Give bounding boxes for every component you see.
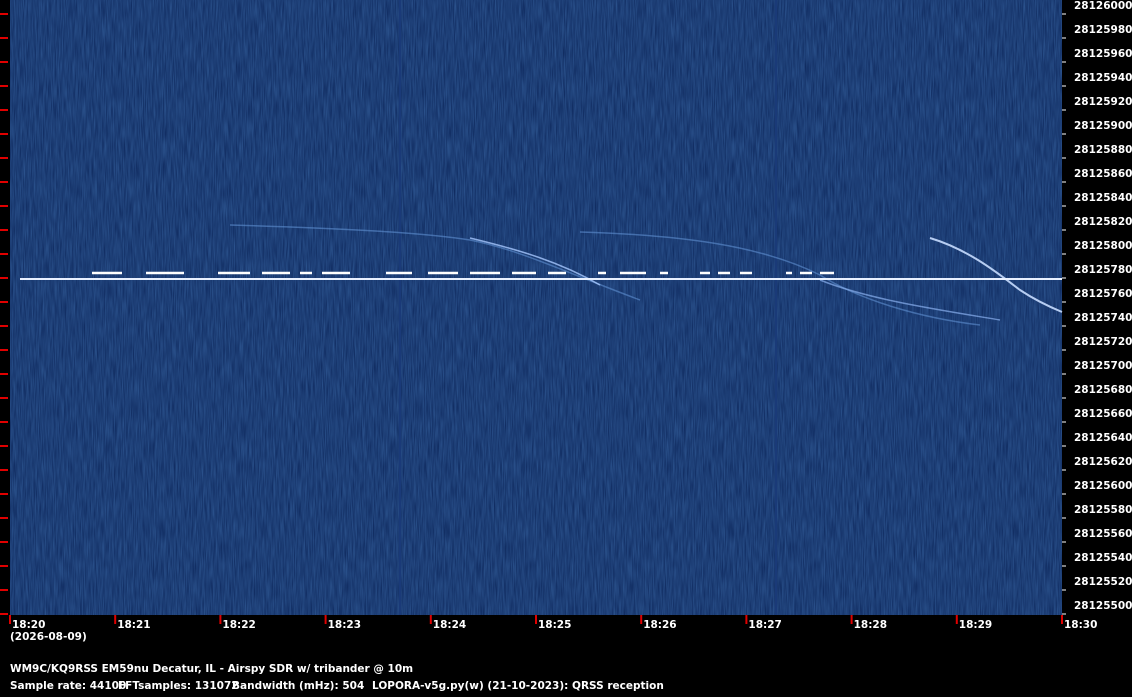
x-tick-label: 18:21: [117, 619, 150, 631]
y-tick-label: 28125560: [1074, 528, 1132, 540]
y-tick-label: 28125640: [1074, 432, 1132, 444]
y-tick-label: 28125960: [1074, 48, 1132, 60]
y-tick-label: 28125600: [1074, 480, 1132, 492]
drift-trace: [229, 224, 641, 301]
y-tick-label: 28125800: [1074, 240, 1132, 252]
x-tick-label: 18:24: [433, 619, 466, 631]
y-tick-label: 28126000: [1074, 0, 1132, 12]
y-tick-label: 28125520: [1074, 576, 1132, 588]
y-tick-label: 28125980: [1074, 24, 1132, 36]
y-tick-label: 28125680: [1074, 384, 1132, 396]
bandwidth: Bandwidth (mHz): 504: [232, 680, 364, 692]
station-label: WM9C/KQ9RSS EM59nu Decatur, IL - Airspy …: [10, 663, 413, 675]
drift-trace: [579, 231, 981, 326]
y-tick-label: 28125500: [1074, 600, 1132, 612]
y-tick-label: 28125760: [1074, 288, 1132, 300]
y-tick-label: 28125820: [1074, 216, 1132, 228]
y-tick-label: 28125900: [1074, 120, 1132, 132]
x-tick-label: 18:30: [1064, 619, 1097, 631]
sample-rate: Sample rate: 44100: [10, 680, 126, 692]
software: LOPORA-v5g.py(w) (21-10-2023): QRSS rece…: [372, 680, 664, 692]
y-tick-label: 28125580: [1074, 504, 1132, 516]
drift-trace: [929, 237, 1063, 313]
y-tick-label: 28125840: [1074, 192, 1132, 204]
y-tick-label: 28125740: [1074, 312, 1132, 324]
x-tick-label: 18:23: [328, 619, 361, 631]
x-tick-label: 18:29: [959, 619, 992, 631]
y-tick-label: 28125720: [1074, 336, 1132, 348]
date-label: (2026-08-09): [10, 631, 87, 643]
drift-trace: [819, 279, 1001, 321]
y-tick-label: 28125660: [1074, 408, 1132, 420]
y-tick-label: 28125860: [1074, 168, 1132, 180]
y-tick-label: 28125940: [1074, 72, 1132, 84]
drift-trace: [469, 237, 601, 286]
x-tick-label: 18:26: [643, 619, 676, 631]
signal-traces: [20, 224, 1063, 326]
plot-noise: [10, 0, 1062, 615]
y-tick-label: 28125920: [1074, 96, 1132, 108]
x-tick-label: 18:27: [748, 619, 781, 631]
x-tick-label: 18:20: [12, 619, 45, 631]
x-tick-label: 18:28: [854, 619, 887, 631]
y-tick-label: 28125540: [1074, 552, 1132, 564]
y-tick-label: 28125620: [1074, 456, 1132, 468]
x-tick-label: 18:22: [222, 619, 255, 631]
x-tick-label: 18:25: [538, 619, 571, 631]
y-tick-label: 28125700: [1074, 360, 1132, 372]
y-tick-label: 28125780: [1074, 264, 1132, 276]
fft-samples: FFTsamples: 131072: [118, 680, 239, 692]
y-tick-label: 28125880: [1074, 144, 1132, 156]
